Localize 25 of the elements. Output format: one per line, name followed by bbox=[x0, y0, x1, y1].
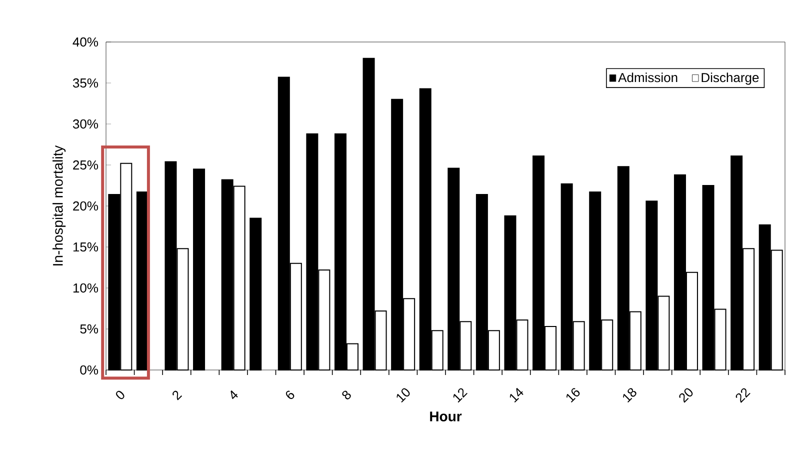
y-tick-label: 30% bbox=[72, 119, 98, 129]
y-tick-label: 15% bbox=[73, 242, 98, 252]
y-tick-label: 20% bbox=[73, 201, 98, 211]
x-tick-label: 6 bbox=[286, 390, 294, 400]
x-tick-label: 20 bbox=[679, 388, 693, 403]
x-tick-label: 22 bbox=[736, 388, 750, 403]
x-tick-label: 16 bbox=[566, 388, 580, 403]
x-tick-label: 12 bbox=[453, 388, 468, 403]
x-tick-label: 2 bbox=[172, 390, 182, 400]
x-tick-label: 10 bbox=[396, 388, 410, 403]
x-tick-label: 18 bbox=[623, 388, 636, 403]
y-tick-label: 10% bbox=[73, 283, 98, 293]
y-tick-label: 25% bbox=[73, 160, 98, 170]
legend-label: Admission bbox=[618, 72, 678, 82]
y-tick-label: 40% bbox=[72, 37, 98, 47]
y-tick-label: 35% bbox=[72, 78, 98, 88]
y-axis-title: In-hospital mortality bbox=[52, 145, 66, 266]
x-axis-title: Hour bbox=[430, 412, 462, 422]
x-tick-label: 4 bbox=[230, 390, 238, 400]
x-tick-label: 14 bbox=[510, 388, 524, 403]
x-tick-label: 0 bbox=[116, 390, 124, 400]
y-tick-label: 5% bbox=[80, 324, 98, 334]
legend-label: Discharge bbox=[702, 72, 759, 85]
x-tick-label: 8 bbox=[342, 390, 351, 400]
y-tick-label: 0% bbox=[80, 365, 98, 375]
